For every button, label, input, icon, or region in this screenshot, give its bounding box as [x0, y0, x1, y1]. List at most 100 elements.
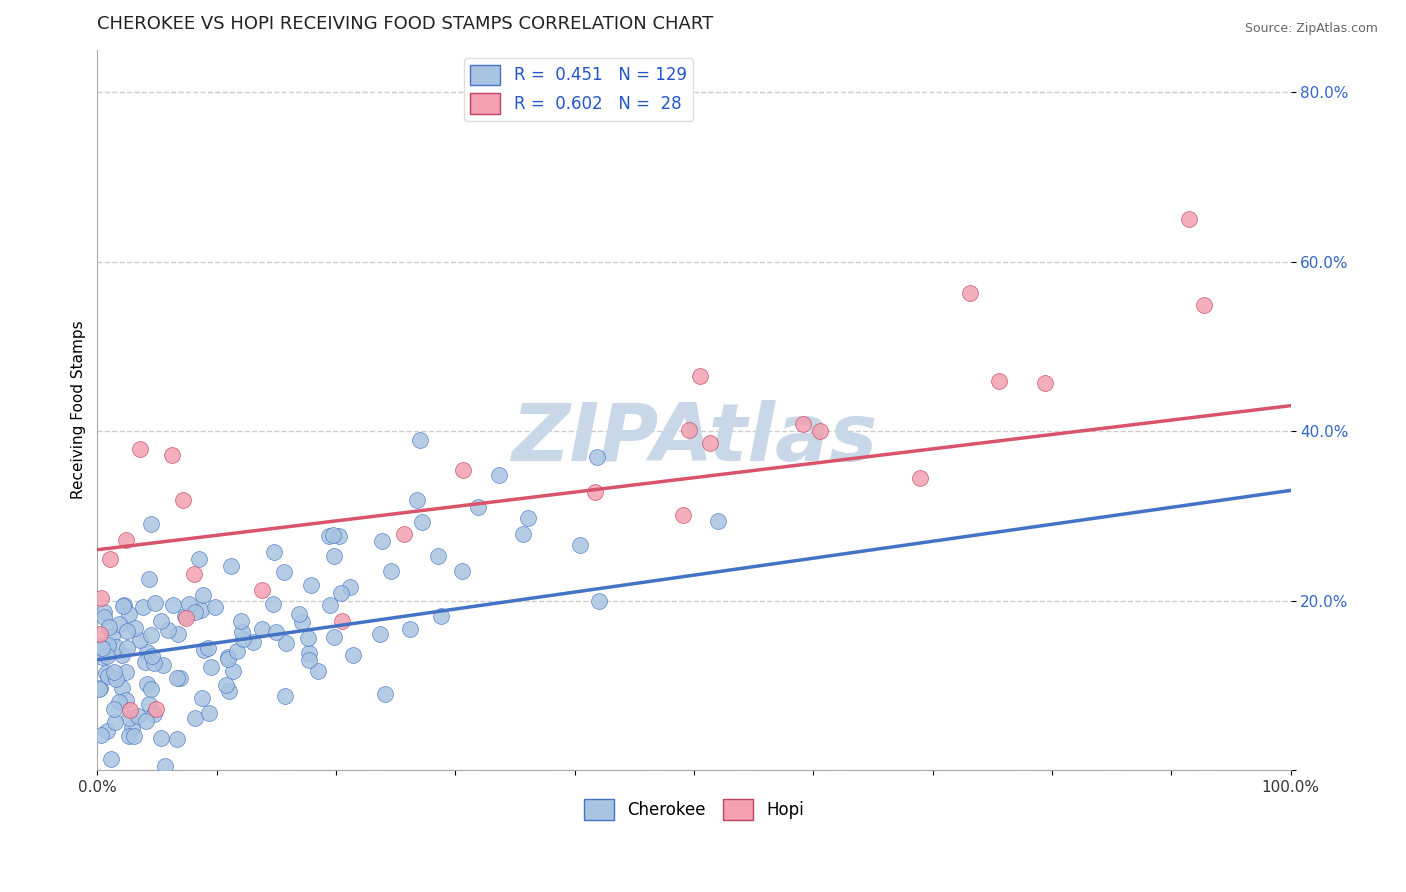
Point [226, 644, 249, 658]
Point [115, 640, 138, 655]
Point [96, 648, 118, 663]
Point [368, 627, 391, 641]
Point [672, 508, 695, 522]
Point [193, 588, 215, 602]
Point [103, 665, 125, 680]
Point [143, 597, 166, 611]
Text: CHEROKEE VS HOPI RECEIVING FOOD STAMPS CORRELATION CHART: CHEROKEE VS HOPI RECEIVING FOOD STAMPS C… [97, 15, 714, 33]
Point [322, 630, 344, 644]
Point [172, 493, 194, 508]
Point [98, 552, 121, 566]
Point [512, 527, 534, 541]
Point [405, 492, 427, 507]
Point [115, 665, 138, 680]
Point [108, 695, 131, 709]
Point [135, 645, 157, 659]
Point [374, 687, 396, 701]
Point [117, 607, 139, 621]
Point [90, 591, 112, 605]
Point [111, 681, 134, 695]
Point [115, 533, 138, 547]
Point [115, 624, 138, 639]
Point [1192, 298, 1215, 312]
Text: ZIPAtlas: ZIPAtlas [510, 400, 877, 478]
Point [90, 728, 112, 742]
Point [127, 709, 149, 723]
Point [174, 610, 197, 624]
Point [586, 450, 609, 465]
Y-axis label: Receiving Food Stamps: Receiving Food Stamps [72, 320, 86, 500]
Point [273, 690, 295, 704]
Point [699, 436, 721, 450]
Point [138, 698, 160, 712]
Point [959, 286, 981, 301]
Point [217, 652, 239, 666]
Point [323, 549, 346, 563]
Point [263, 544, 285, 558]
Point [129, 442, 152, 456]
Point [156, 624, 179, 638]
Point [689, 368, 711, 383]
Point [177, 597, 200, 611]
Point [152, 658, 174, 673]
Point [219, 559, 242, 574]
Point [121, 721, 143, 735]
Point [569, 538, 592, 552]
Point [162, 598, 184, 612]
Point [134, 655, 156, 669]
Point [242, 634, 264, 648]
Point [101, 629, 124, 643]
Point [188, 551, 211, 566]
Point [328, 529, 350, 543]
Point [89, 681, 111, 695]
Point [141, 628, 163, 642]
Point [380, 564, 402, 578]
Point [104, 672, 127, 686]
Point [124, 622, 146, 636]
Point [166, 671, 188, 685]
Point [330, 614, 353, 628]
Point [115, 693, 138, 707]
Point [204, 600, 226, 615]
Point [191, 690, 214, 705]
Point [139, 682, 162, 697]
Point [173, 609, 195, 624]
Point [93, 605, 115, 619]
Point [411, 515, 433, 529]
Point [430, 608, 453, 623]
Point [987, 374, 1010, 388]
Point [1177, 212, 1199, 227]
Point [131, 600, 153, 615]
Point [91, 650, 114, 665]
Point [90, 641, 112, 656]
Point [124, 729, 146, 743]
Point [262, 597, 284, 611]
Point [111, 648, 134, 662]
Point [322, 527, 344, 541]
Point [298, 646, 321, 660]
Point [166, 732, 188, 747]
Point [792, 417, 814, 431]
Point [297, 631, 319, 645]
Point [517, 511, 540, 525]
Point [200, 660, 222, 674]
Legend: Cherokee, Hopi: Cherokee, Hopi [578, 793, 810, 827]
Point [104, 640, 127, 654]
Point [252, 582, 274, 597]
Point [111, 599, 134, 613]
Point [488, 467, 510, 482]
Point [167, 627, 190, 641]
Point [215, 678, 238, 692]
Point [910, 471, 932, 485]
Point [118, 710, 141, 724]
Point [108, 617, 131, 632]
Point [394, 527, 416, 541]
Point [87, 640, 110, 654]
Point [218, 684, 240, 698]
Point [138, 572, 160, 586]
Point [149, 614, 172, 628]
Point [103, 702, 125, 716]
Point [142, 706, 165, 721]
Point [264, 625, 287, 640]
Point [118, 730, 141, 744]
